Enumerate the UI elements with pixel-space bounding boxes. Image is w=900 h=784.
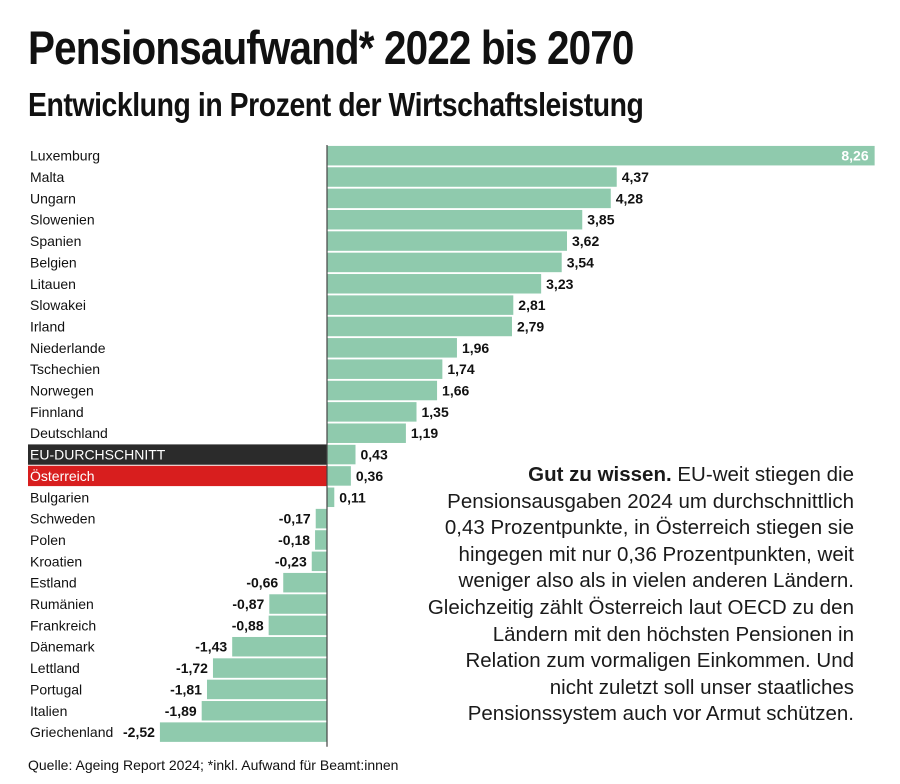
- value-label: -1,72: [176, 660, 208, 676]
- value-label: 1,35: [422, 404, 449, 420]
- category-label: Bulgarien: [30, 489, 89, 505]
- bar-slowenien: [327, 209, 583, 230]
- bar-finnland: [327, 402, 417, 422]
- category-label: Griechenland: [30, 724, 113, 740]
- bar-ungarn: [327, 188, 611, 209]
- bar-luxemburg: [327, 145, 875, 166]
- value-label: 0,43: [361, 447, 388, 463]
- category-label: Deutschland: [30, 425, 108, 441]
- category-label: Polen: [30, 532, 66, 548]
- bar-eu-durchschnitt: [327, 444, 356, 465]
- category-label: Rumänien: [30, 596, 94, 612]
- value-label: 0,11: [339, 489, 366, 505]
- category-label: Lettland: [30, 660, 80, 676]
- bar-malta: [327, 167, 617, 187]
- highlight-band-österreich: [28, 465, 327, 487]
- value-label: -0,87: [232, 596, 264, 612]
- bar-bulgarien: [327, 487, 335, 508]
- source-note: Quelle: Ageing Report 2024; *inkl. Aufwa…: [28, 757, 399, 773]
- category-label: Litauen: [30, 276, 76, 292]
- category-label: Italien: [30, 703, 67, 719]
- value-label: 1,74: [447, 361, 474, 377]
- category-label: Spanien: [30, 233, 81, 249]
- category-label: Dänemark: [30, 639, 96, 655]
- bar-norwegen: [327, 380, 438, 401]
- bar-rumänien: [269, 594, 327, 614]
- info-note-lead: Gut zu wissen.: [528, 463, 672, 486]
- value-label: 1,66: [442, 383, 469, 399]
- value-label: -1,89: [165, 703, 197, 719]
- category-label: Portugal: [30, 681, 82, 697]
- value-label: 1,19: [411, 425, 438, 441]
- value-label: -0,66: [246, 575, 278, 591]
- category-label: Luxemburg: [30, 148, 100, 164]
- category-label: Frankreich: [30, 617, 96, 633]
- info-note: Gut zu wissen. EU-weit stiegen die Pensi…: [424, 462, 854, 728]
- value-label: -0,88: [232, 617, 264, 633]
- category-label: Finnland: [30, 404, 84, 420]
- value-label: 3,23: [546, 276, 573, 292]
- bar-niederlande: [327, 338, 457, 358]
- chart-subtitle: Entwicklung in Prozent der Wirtschaftsle…: [28, 86, 644, 123]
- category-label: Slowakei: [30, 297, 86, 313]
- category-label: Tschechien: [30, 361, 100, 377]
- bar-lettland: [212, 658, 327, 678]
- category-label: Malta: [30, 169, 64, 185]
- category-label: Schweden: [30, 511, 95, 527]
- value-label: 2,81: [518, 297, 545, 313]
- category-label: EU-DURCHSCHNITT: [30, 447, 166, 463]
- bar-schweden: [315, 508, 327, 529]
- value-label: 0,36: [356, 468, 383, 484]
- bar-dänemark: [232, 636, 327, 657]
- bar-chart: Luxemburg 8,26 Malta 4,37 Ungarn 4,28 Slowenie…: [28, 145, 875, 747]
- value-label: -0,17: [279, 511, 311, 527]
- category-label: Ungarn: [30, 190, 76, 206]
- value-label: -1,43: [195, 639, 227, 655]
- category-label: Norwegen: [30, 383, 94, 399]
- bar-italien: [201, 701, 327, 721]
- bar-frankreich: [268, 615, 327, 636]
- value-label: 4,37: [622, 169, 649, 185]
- value-label: -1,81: [170, 681, 202, 697]
- bar-griechenland: [159, 722, 327, 742]
- category-label: Kroatien: [30, 553, 82, 569]
- value-label: 1,96: [462, 340, 489, 356]
- value-label: 3,85: [587, 212, 614, 228]
- category-label: Estland: [30, 575, 77, 591]
- bar-litauen: [327, 274, 542, 294]
- category-label: Belgien: [30, 254, 77, 270]
- bar-belgien: [327, 252, 562, 273]
- value-label: 2,79: [517, 318, 544, 334]
- bar-portugal: [206, 679, 327, 700]
- bar-tschechien: [327, 359, 443, 379]
- bar-irland: [327, 316, 512, 337]
- category-label: Slowenien: [30, 212, 95, 228]
- category-label: Irland: [30, 318, 65, 334]
- value-label: -0,18: [278, 532, 310, 548]
- value-label: 8,26: [841, 148, 868, 164]
- bar-österreich: [327, 466, 351, 486]
- bar-slowakei: [327, 295, 514, 315]
- bar-kroatien: [311, 551, 327, 572]
- bar-estland: [283, 572, 327, 593]
- highlight-band-eu-durchschnitt: [28, 444, 327, 465]
- bar-deutschland: [327, 423, 406, 443]
- value-label: -2,52: [123, 724, 155, 740]
- value-label: 4,28: [616, 190, 643, 206]
- bar-spanien: [327, 231, 568, 251]
- category-label: Österreich: [30, 467, 95, 484]
- bar-polen: [315, 530, 327, 550]
- chart-title: Pensionsaufwand* 2022 bis 2070: [28, 21, 634, 74]
- value-label: 3,62: [572, 233, 599, 249]
- value-label: 3,54: [567, 254, 594, 270]
- info-note-body: EU-weit stiegen die Pensionsausgaben 202…: [427, 463, 854, 726]
- category-label: Niederlande: [30, 340, 106, 356]
- value-label: -0,23: [275, 553, 307, 569]
